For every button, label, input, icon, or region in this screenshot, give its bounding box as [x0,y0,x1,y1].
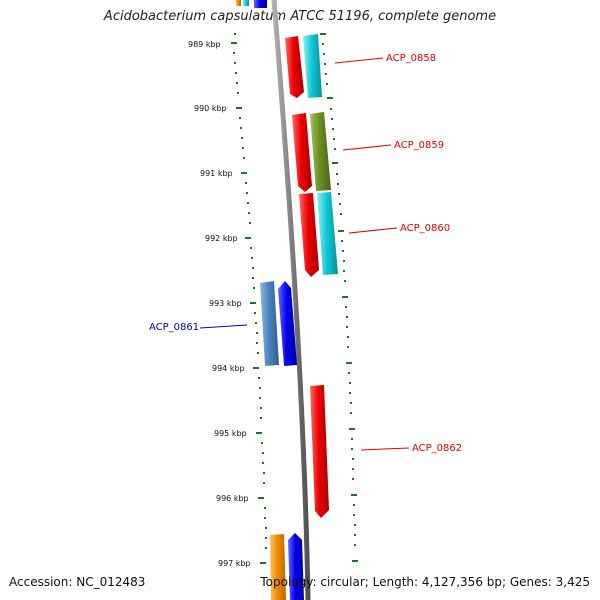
gene-label-lines [199,57,410,451]
tick-label-997: 997 kbp [218,559,251,568]
gene-label-acp-0858[interactable]: ACP_0858 [386,53,436,64]
tick-label-996: 996 kbp [216,494,249,503]
left-dotted-ruler [231,33,267,564]
gene-acp-0859-olive[interactable] [310,112,331,191]
tick-label-990: 990 kbp [194,104,227,113]
gene-labels: ACP_0858 ACP_0859 ACP_0860 ACP_0861 ACP_… [149,53,462,454]
genome-backbone [271,0,311,600]
tick-label-994: 994 kbp [212,364,245,373]
accession-text: Accession: NC_012483 [9,575,146,589]
tick-label-991: 991 kbp [200,169,233,178]
tick-label-992: 992 kbp [205,234,238,243]
map-title: Acidobacterium capsulatum ATCC 51196, co… [103,9,497,24]
topology-text: Topology: circular; Length: 4,127,356 bp… [260,575,590,589]
gene-bottom-reverse[interactable] [288,533,304,600]
gene-acp-0861-reverse[interactable] [278,281,297,366]
gene-acp-0861-steel[interactable] [260,281,279,366]
gene-acp-0860-forward[interactable] [299,193,319,277]
gene-label-acp-0862[interactable]: ACP_0862 [412,443,462,454]
tick-label-995: 995 kbp [214,429,247,438]
tick-label-989: 989 kbp [188,40,221,49]
gene-label-acp-0860[interactable]: ACP_0860 [400,223,450,234]
leader-acp-0858 [334,57,384,64]
right-dotted-ruler [320,33,358,562]
gene-bottom-orange[interactable] [270,534,286,600]
gene-acp-0862-forward[interactable] [310,385,329,518]
gene-acp-0858-cyan[interactable] [303,34,322,98]
kbp-labels: 989 kbp 990 kbp 991 kbp 992 kbp 993 kbp … [188,40,251,568]
leader-acp-0860 [348,227,398,234]
gene-acp-0860-cyan[interactable] [317,192,338,275]
gene-label-acp-0859[interactable]: ACP_0859 [394,140,444,151]
leader-acp-0861 [199,324,248,329]
gene-top-partial [236,0,267,8]
leader-acp-0862 [360,447,410,451]
leader-acp-0859 [342,144,392,151]
tick-label-993: 993 kbp [209,299,242,308]
gene-acp-0858-forward[interactable] [285,36,304,98]
gene-label-acp-0861[interactable]: ACP_0861 [149,322,199,333]
gene-acp-0859-forward[interactable] [292,113,312,192]
